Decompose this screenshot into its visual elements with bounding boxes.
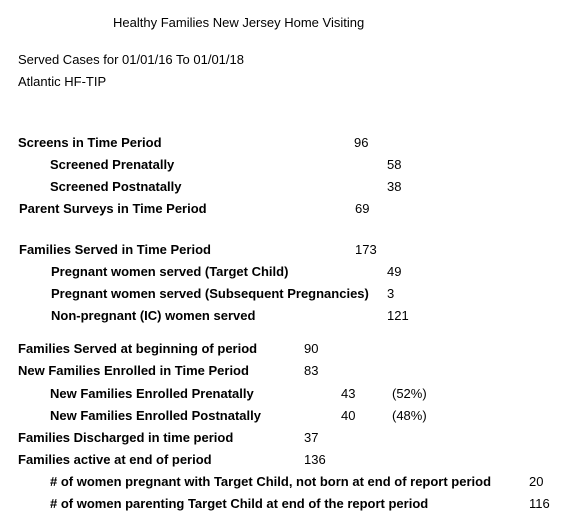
report-title: Healthy Families New Jersey Home Visitin… [113, 15, 365, 30]
site-name: Atlantic HF-TIP [18, 74, 107, 89]
screened-postnatally-label: Screened Postnatally [50, 179, 182, 194]
women-parenting-label: # of women parenting Target Child at end… [50, 496, 429, 511]
new-enrolled-label: New Families Enrolled in Time Period [18, 363, 249, 378]
screens-label: Screens in Time Period [18, 135, 162, 150]
parent-surveys-value: 69 [355, 201, 370, 216]
pregnant-subsequent-value: 3 [387, 286, 395, 301]
enrolled-prenatally-pct: (52%) [392, 386, 427, 401]
served-beginning-label: Families Served at beginning of period [18, 341, 258, 356]
served-beginning-value: 90 [304, 341, 319, 356]
non-pregnant-label: Non-pregnant (IC) women served [51, 308, 256, 323]
families-served-label: Families Served in Time Period [19, 242, 211, 257]
discharged-value: 37 [304, 430, 319, 445]
enrolled-prenatally-value: 43 [341, 386, 356, 401]
enrolled-postnatally-value: 40 [341, 408, 356, 423]
women-pregnant-not-born-label: # of women pregnant with Target Child, n… [50, 474, 492, 489]
screened-postnatally-value: 38 [387, 179, 402, 194]
screened-prenatally-value: 58 [387, 157, 402, 172]
parent-surveys-label: Parent Surveys in Time Period [19, 201, 207, 216]
new-enrolled-value: 83 [304, 363, 319, 378]
enrolled-postnatally-pct: (48%) [392, 408, 427, 423]
pregnant-target-value: 49 [387, 264, 402, 279]
active-end-label: Families active at end of period [18, 452, 212, 467]
discharged-label: Families Discharged in time period [18, 430, 234, 445]
families-served-value: 173 [355, 242, 377, 257]
enrolled-postnatally-label: New Families Enrolled Postnatally [50, 408, 261, 423]
active-end-value: 136 [304, 452, 326, 467]
date-range: Served Cases for 01/01/16 To 01/01/18 [18, 52, 244, 67]
women-pregnant-not-born-value: 20 [529, 474, 544, 489]
pregnant-subsequent-label: Pregnant women served (Subsequent Pregna… [51, 286, 369, 301]
enrolled-prenatally-label: New Families Enrolled Prenatally [50, 386, 254, 401]
non-pregnant-value: 121 [387, 308, 409, 323]
screens-value: 96 [354, 135, 369, 150]
women-parenting-value: 116 [529, 496, 550, 511]
pregnant-target-label: Pregnant women served (Target Child) [51, 264, 289, 279]
screened-prenatally-label: Screened Prenatally [50, 157, 175, 172]
